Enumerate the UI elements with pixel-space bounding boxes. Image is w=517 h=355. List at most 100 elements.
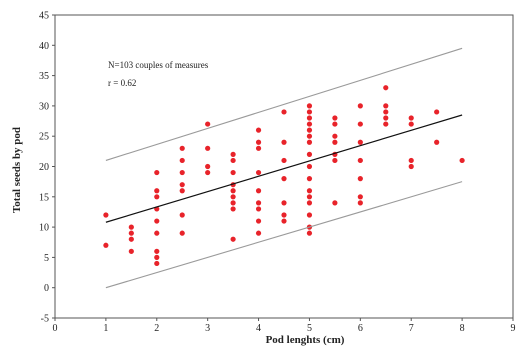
data-point: [383, 103, 389, 109]
y-tick-label: 40: [39, 41, 49, 52]
data-point: [205, 145, 211, 151]
data-point: [255, 230, 262, 236]
data-point: [205, 163, 211, 170]
data-point: [255, 206, 262, 212]
data-point: [230, 194, 236, 200]
x-axis-title: Pod lenghts (cm): [266, 334, 345, 346]
annotation-correlation: r = 0.62: [108, 78, 136, 88]
annotation-sample-size: N=103 couples of measures: [108, 60, 209, 70]
series-group: [103, 47, 465, 289]
data-point: [154, 194, 160, 200]
data-point: [179, 188, 185, 194]
data-point: [128, 248, 134, 254]
data-point: [255, 169, 262, 176]
data-point: [459, 157, 465, 164]
data-point: [179, 212, 185, 218]
data-point: [357, 121, 363, 127]
data-point: [128, 236, 134, 242]
data-point: [306, 188, 313, 194]
data-point: [357, 157, 363, 164]
data-point: [154, 230, 160, 236]
data-point: [332, 200, 338, 206]
data-point: [179, 169, 185, 176]
data-point: [230, 157, 236, 164]
data-point: [434, 109, 440, 115]
y-tick-label: 5: [44, 253, 49, 264]
data-point: [306, 121, 313, 127]
x-tick-label: 7: [409, 323, 414, 334]
data-point: [281, 176, 287, 182]
y-tick-label: 10: [39, 223, 49, 234]
data-point: [255, 145, 262, 151]
data-point: [281, 218, 287, 224]
y-tick-label: -5: [41, 314, 49, 325]
data-point: [230, 188, 236, 194]
data-point: [408, 163, 414, 170]
data-point: [154, 248, 160, 254]
y-tick-label: 45: [39, 11, 49, 22]
x-tick-label: 1: [103, 323, 108, 334]
data-point: [281, 139, 287, 145]
data-point: [434, 139, 440, 145]
data-point: [306, 133, 313, 139]
x-tick-label: 4: [256, 323, 261, 334]
x-tick-label: 8: [460, 323, 465, 334]
data-point: [332, 133, 338, 139]
upper-band-line: [105, 47, 463, 161]
data-point: [306, 200, 313, 206]
y-axis-title: Total seeds by pod: [11, 127, 23, 213]
data-point: [383, 121, 389, 127]
x-tick-label: 0: [53, 323, 58, 334]
data-point: [306, 127, 313, 133]
y-tick-label: 35: [39, 71, 49, 82]
data-point: [103, 242, 109, 248]
data-point: [408, 121, 414, 127]
y-tick-label: 0: [44, 283, 49, 294]
data-point: [179, 230, 185, 236]
data-point: [128, 230, 134, 236]
annotations: N=103 couples of measures r = 0.62: [108, 60, 209, 88]
data-point: [281, 109, 287, 115]
data-point: [306, 115, 313, 121]
data-point: [306, 230, 313, 236]
data-point: [357, 194, 363, 200]
data-point: [103, 212, 109, 218]
data-point: [332, 139, 338, 145]
x-tick-label: 5: [307, 323, 312, 334]
data-point: [154, 169, 160, 176]
data-point: [332, 121, 338, 127]
data-point: [306, 212, 313, 218]
data-point: [408, 115, 414, 121]
lower-band-line: [105, 181, 463, 289]
data-point: [306, 103, 313, 109]
data-point: [205, 121, 211, 127]
data-point: [306, 194, 313, 200]
data-point: [179, 145, 185, 151]
y-tick-label: 15: [39, 192, 49, 203]
x-tick-label: 3: [205, 323, 210, 334]
data-point: [281, 212, 287, 218]
data-point: [255, 218, 262, 224]
data-point: [383, 109, 389, 115]
data-point: [306, 163, 313, 170]
data-point: [230, 200, 236, 206]
data-point: [332, 115, 338, 121]
data-point: [230, 169, 236, 176]
data-point: [306, 109, 313, 115]
data-point: [306, 151, 313, 157]
data-point: [255, 127, 262, 133]
x-tick-label: 2: [154, 323, 159, 334]
data-point: [230, 236, 236, 242]
data-point: [408, 157, 414, 164]
data-point: [357, 103, 363, 109]
regression-line: [105, 114, 463, 223]
data-point: [205, 169, 211, 176]
data-point: [255, 188, 262, 194]
data-point: [255, 200, 262, 206]
data-point: [255, 139, 262, 145]
y-tick-label: 25: [39, 132, 49, 143]
y-axis: -5 0 5 10 15 20 25 30 35 40 45: [39, 11, 55, 325]
data-point: [154, 218, 160, 224]
data-point: [179, 182, 185, 188]
data-point: [383, 85, 389, 91]
